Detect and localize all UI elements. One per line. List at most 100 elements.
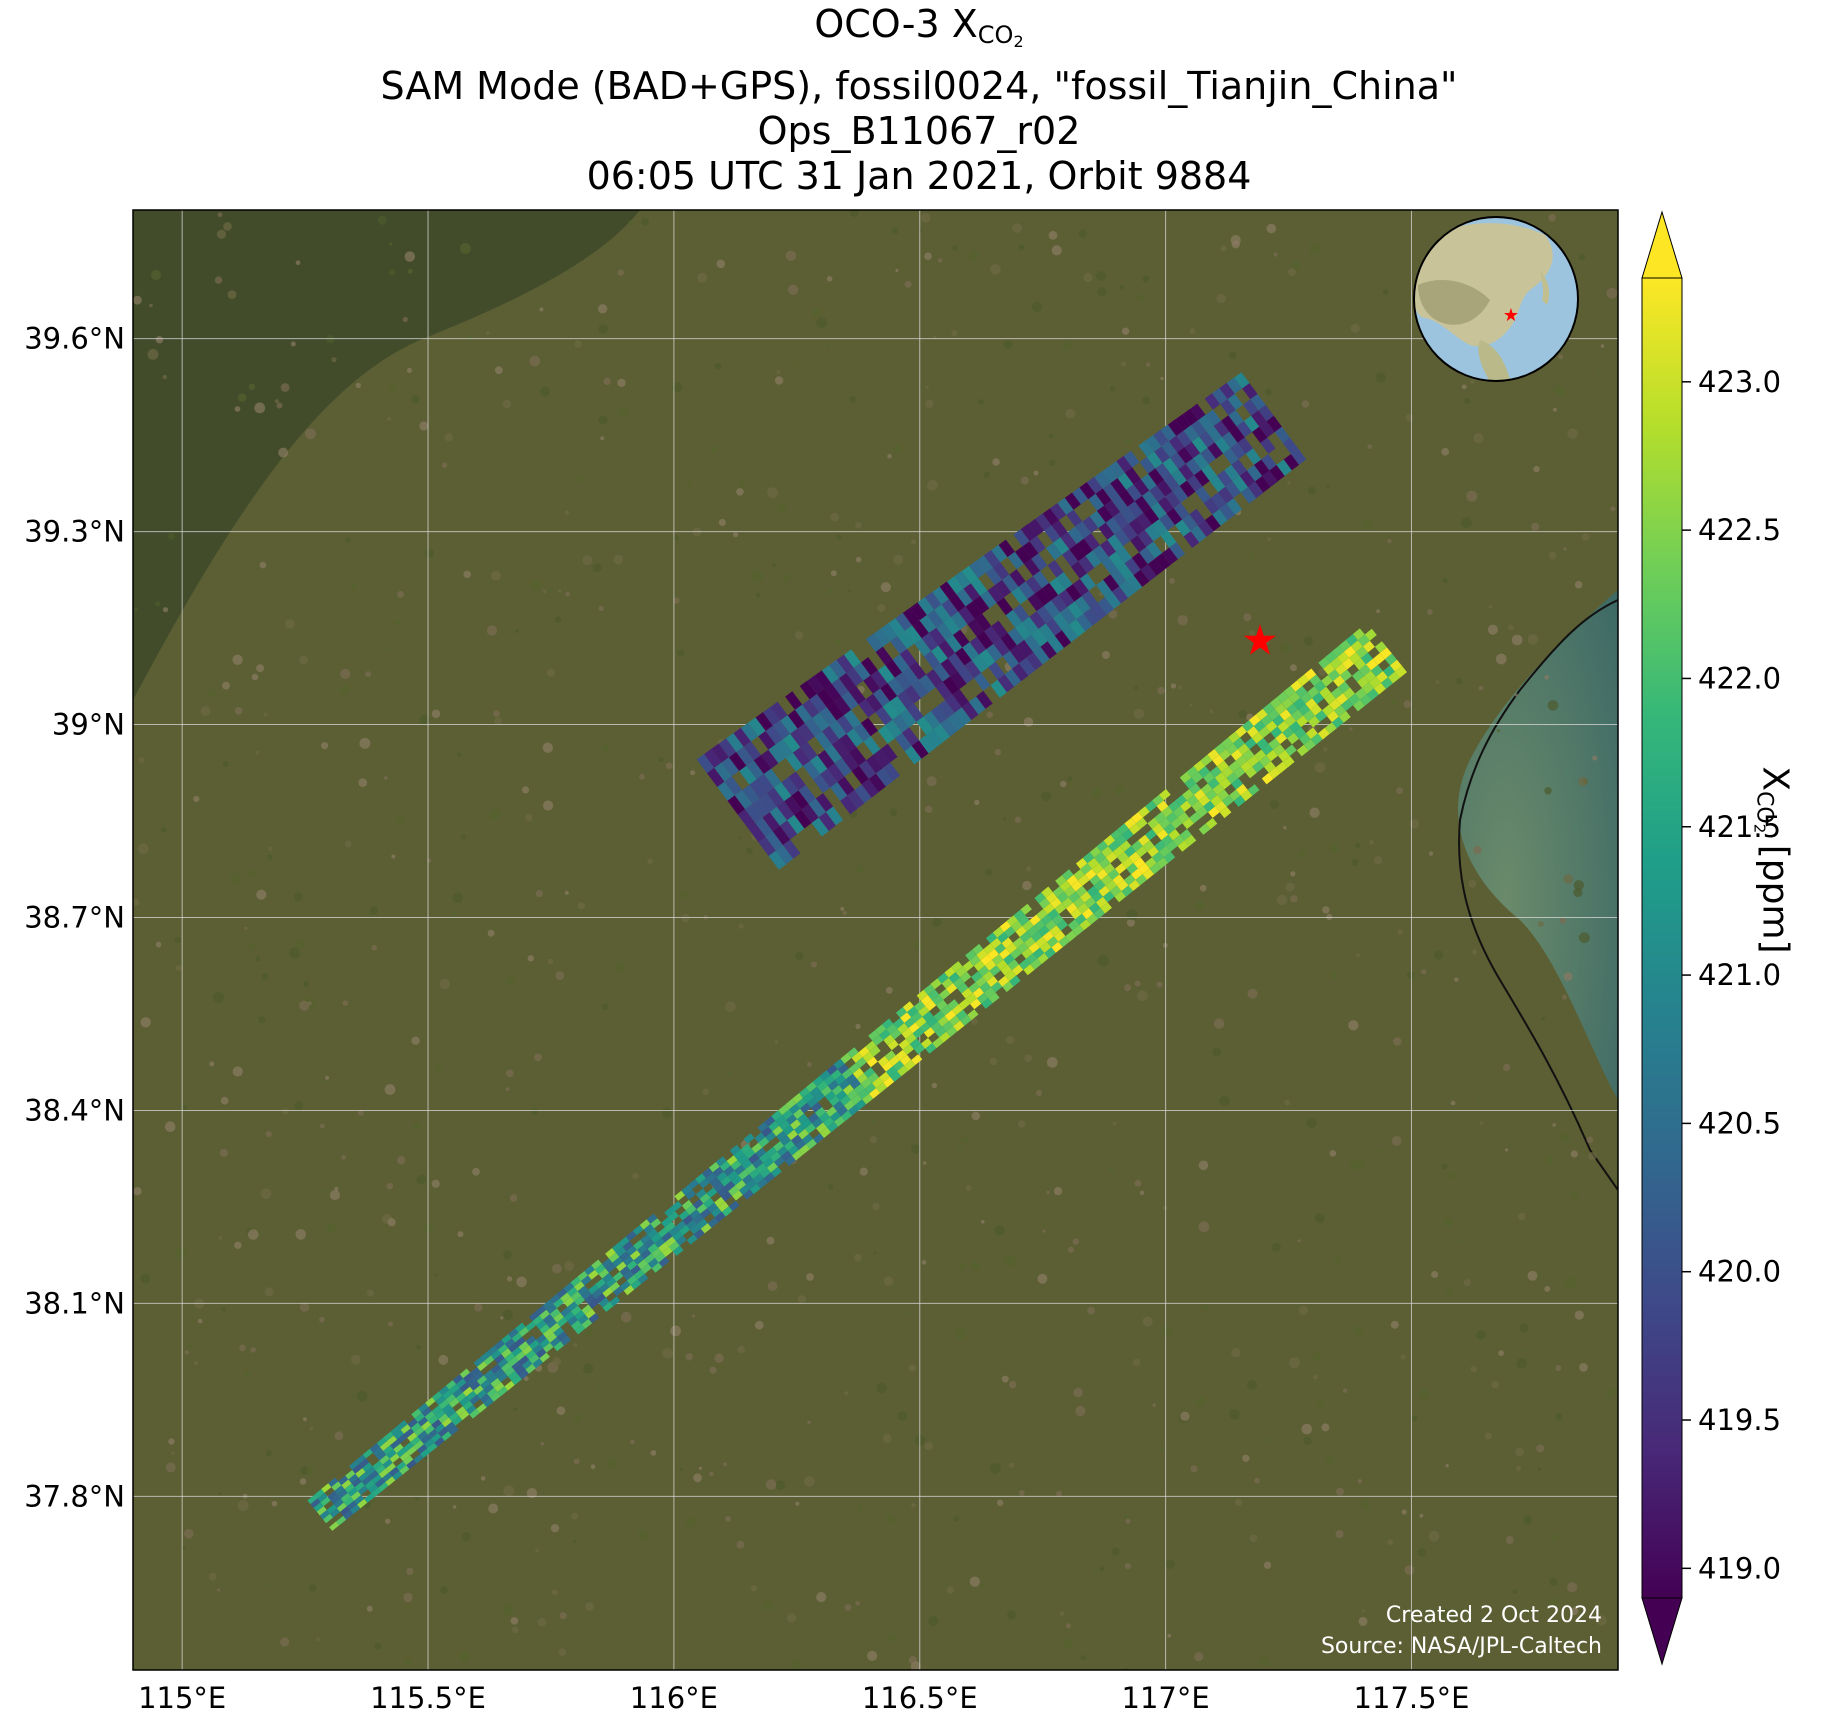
sounding-cell xyxy=(1128,851,1141,863)
sounding-cell xyxy=(1068,891,1080,903)
basemap-speck xyxy=(1309,807,1320,818)
sounding-cell xyxy=(1291,709,1304,722)
sounding-cell xyxy=(1042,582,1059,601)
sounding-cell xyxy=(327,1490,338,1501)
basemap-speck xyxy=(1444,1218,1453,1228)
title-2-subscript: 2 xyxy=(1013,32,1024,51)
basemap-speck xyxy=(365,671,372,678)
sounding-cell xyxy=(970,998,982,1010)
basemap-speck xyxy=(359,737,371,749)
sounding-cell xyxy=(950,671,967,690)
sounding-cell xyxy=(1331,687,1343,699)
sounding-cell xyxy=(637,1244,648,1255)
sounding-cell xyxy=(613,1286,624,1297)
sounding-cell xyxy=(969,955,981,966)
sounding-cell xyxy=(1258,404,1274,422)
basemap-speck xyxy=(133,295,142,305)
sounding-cell xyxy=(1094,880,1106,892)
basemap-speck xyxy=(1391,1136,1402,1146)
sounding-cell xyxy=(407,1418,418,1429)
basemap-speck xyxy=(1022,880,1032,891)
sounding-cell xyxy=(869,1088,881,1099)
basemap-speck xyxy=(1195,900,1205,910)
sounding-cell xyxy=(994,943,1006,955)
sounding-cell xyxy=(1028,942,1040,954)
basemap-speck xyxy=(722,1462,728,1467)
basemap-speck xyxy=(171,1451,175,1455)
sounding-cell xyxy=(784,795,802,815)
basemap-speck xyxy=(911,1503,916,1508)
sounding-cell xyxy=(1364,628,1377,641)
sounding-cell xyxy=(379,1441,391,1451)
basemap-speck xyxy=(920,213,931,223)
sounding-cell xyxy=(1207,777,1220,790)
basemap-speck xyxy=(867,1650,878,1661)
sounding-cell xyxy=(733,1149,745,1160)
basemap-speck xyxy=(911,539,917,545)
sounding-cell xyxy=(1042,930,1054,942)
sounding-cell xyxy=(685,1189,696,1200)
sounding-cell xyxy=(1114,529,1131,547)
sounding-cell xyxy=(765,831,783,851)
sounding-cell xyxy=(805,1081,817,1093)
sounding-cell xyxy=(697,1218,708,1229)
basemap-speck xyxy=(658,757,664,762)
sounding-cell xyxy=(476,1403,487,1413)
sounding-cell xyxy=(904,746,922,765)
sounding-cell xyxy=(894,732,912,752)
sounding-cell xyxy=(1104,591,1121,609)
basemap-speck xyxy=(1463,1279,1471,1287)
basemap-speck xyxy=(1555,1413,1563,1421)
sounding-cell xyxy=(921,632,939,651)
sounding-cell xyxy=(1069,619,1086,637)
sounding-cell xyxy=(875,768,893,787)
basemap-speck xyxy=(530,580,542,591)
sounding-cell xyxy=(1168,829,1180,841)
sounding-cell xyxy=(1242,720,1254,732)
sounding-cell xyxy=(865,1083,877,1094)
longitude-tick-labels: 115°E 115.5°E 116°E 116.5°E 117°E 117.5°E xyxy=(138,1681,1469,1715)
sounding-cell xyxy=(867,1072,879,1083)
basemap-speck xyxy=(981,1584,985,1588)
basemap-speck xyxy=(1401,1509,1407,1515)
sounding-cell xyxy=(1362,640,1375,653)
sounding-cell xyxy=(1011,920,1023,932)
basemap-speck xyxy=(1571,1191,1579,1198)
sounding-cell xyxy=(1303,739,1316,751)
basemap-speck xyxy=(1315,1213,1325,1224)
sounding-cell xyxy=(1037,952,1049,964)
basemap-speck xyxy=(1428,851,1434,856)
sounding-cell xyxy=(833,1100,844,1112)
basemap-speck xyxy=(502,399,512,409)
sounding-cell xyxy=(681,1184,693,1196)
sounding-cell xyxy=(543,1328,554,1339)
sounding-cell xyxy=(1096,579,1113,598)
sounding-cell xyxy=(623,1285,635,1296)
sounding-cell xyxy=(1062,549,1079,567)
target-star-icon[interactable]: ★ xyxy=(1241,616,1279,665)
xco2-soundings xyxy=(307,372,1407,1531)
basemap-speck xyxy=(1406,971,1415,979)
sounding-cell xyxy=(895,612,913,631)
basemap-speck xyxy=(1403,700,1412,709)
basemap-speck xyxy=(1177,615,1189,626)
sounding-cell xyxy=(1379,647,1392,660)
map-area[interactable]: ★ Created 2 Oct 2024 Source: NASA/JPL-Ca… xyxy=(133,208,1619,1671)
basemap-speck xyxy=(787,284,799,295)
sounding-cell xyxy=(992,926,1005,938)
basemap-speck xyxy=(1072,1238,1079,1245)
sounding-cell xyxy=(1198,766,1211,778)
sounding-cell xyxy=(317,1492,328,1503)
basemap-speck xyxy=(1287,480,1291,485)
sounding-cell xyxy=(1256,737,1269,750)
sounding-cell xyxy=(996,597,1013,616)
sounding-cell xyxy=(1294,727,1306,739)
basemap-speck xyxy=(1548,1597,1558,1607)
sounding-cell xyxy=(1147,817,1160,829)
sounding-cell xyxy=(358,1472,369,1482)
sounding-cell xyxy=(504,1338,516,1349)
sounding-cell xyxy=(497,1344,509,1354)
basemap-speck xyxy=(795,631,804,640)
sounding-cell xyxy=(819,1112,830,1123)
sounding-cell xyxy=(803,760,821,780)
